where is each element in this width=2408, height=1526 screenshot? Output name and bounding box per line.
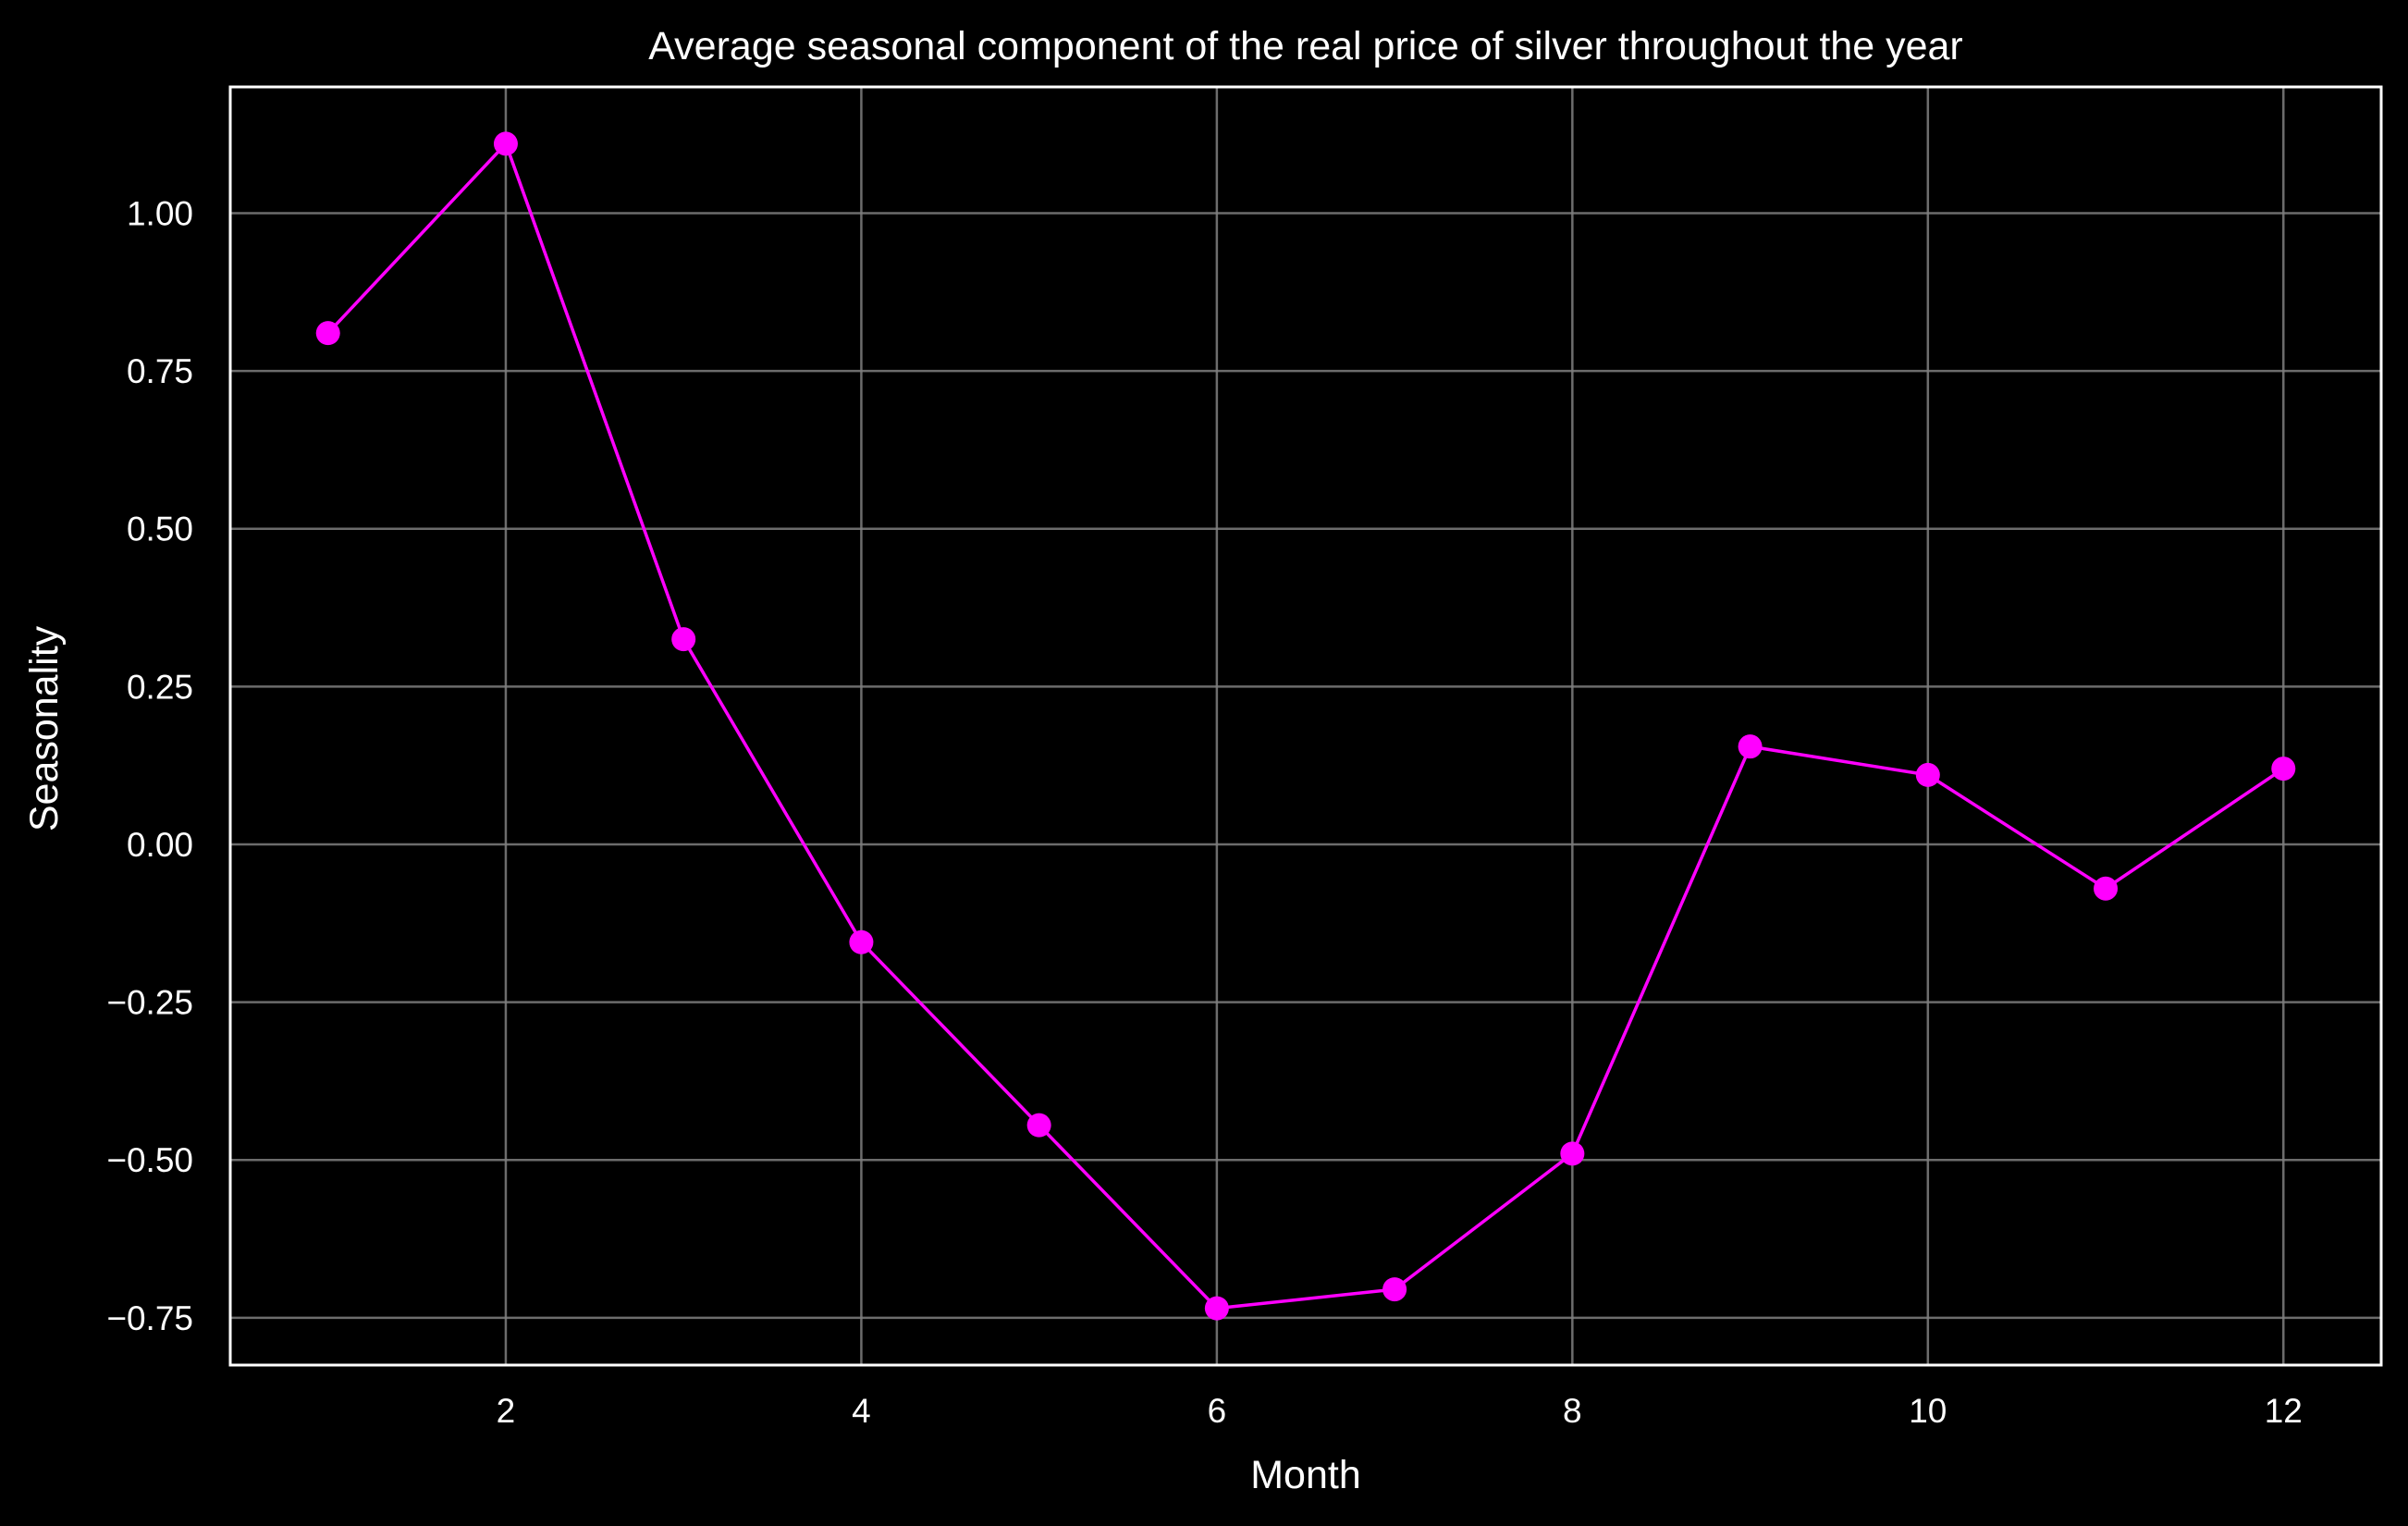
data-point: [849, 929, 874, 954]
x-tick-label: 6: [1208, 1392, 1227, 1430]
y-tick-label: 1.00: [127, 194, 193, 232]
grid: [230, 87, 2381, 1365]
data-point: [493, 131, 518, 156]
data-point: [671, 627, 696, 652]
x-tick-label: 4: [852, 1392, 871, 1430]
data-point: [1204, 1296, 1229, 1321]
data-series: [315, 131, 2296, 1321]
data-point: [2271, 757, 2296, 781]
y-tick-label: 0.75: [127, 352, 193, 390]
y-tick-label: 0.50: [127, 511, 193, 548]
x-axis-label: Month: [1250, 1453, 1361, 1497]
data-point: [1915, 762, 1940, 787]
y-axis-ticks: −0.75 −0.50 −0.25 0.00 0.25 0.50 0.75 1.00: [106, 194, 193, 1336]
x-tick-label: 12: [2265, 1392, 2303, 1430]
plot-frame: [228, 85, 2383, 1367]
data-point: [2094, 876, 2119, 901]
chart-title: Average seasonal component of the real p…: [648, 24, 1962, 68]
data-point: [315, 321, 340, 346]
y-axis-label: Seasonality: [22, 625, 67, 831]
y-tick-label: −0.25: [106, 984, 193, 1022]
y-tick-label: −0.50: [106, 1141, 193, 1179]
x-tick-label: 8: [1563, 1392, 1582, 1430]
x-tick-label: 10: [1909, 1392, 1947, 1430]
x-tick-label: 2: [497, 1392, 516, 1430]
y-tick-label: 0.00: [127, 826, 193, 864]
data-point: [1560, 1141, 1585, 1166]
series-line: [326, 142, 2285, 1311]
y-tick-label: −0.75: [106, 1299, 193, 1337]
data-point: [1026, 1113, 1051, 1138]
data-point: [1382, 1277, 1407, 1302]
x-axis-ticks: 2 4 6 8 10 12: [497, 1392, 2303, 1430]
y-tick-label: 0.25: [127, 668, 193, 706]
data-point: [1738, 734, 1763, 759]
